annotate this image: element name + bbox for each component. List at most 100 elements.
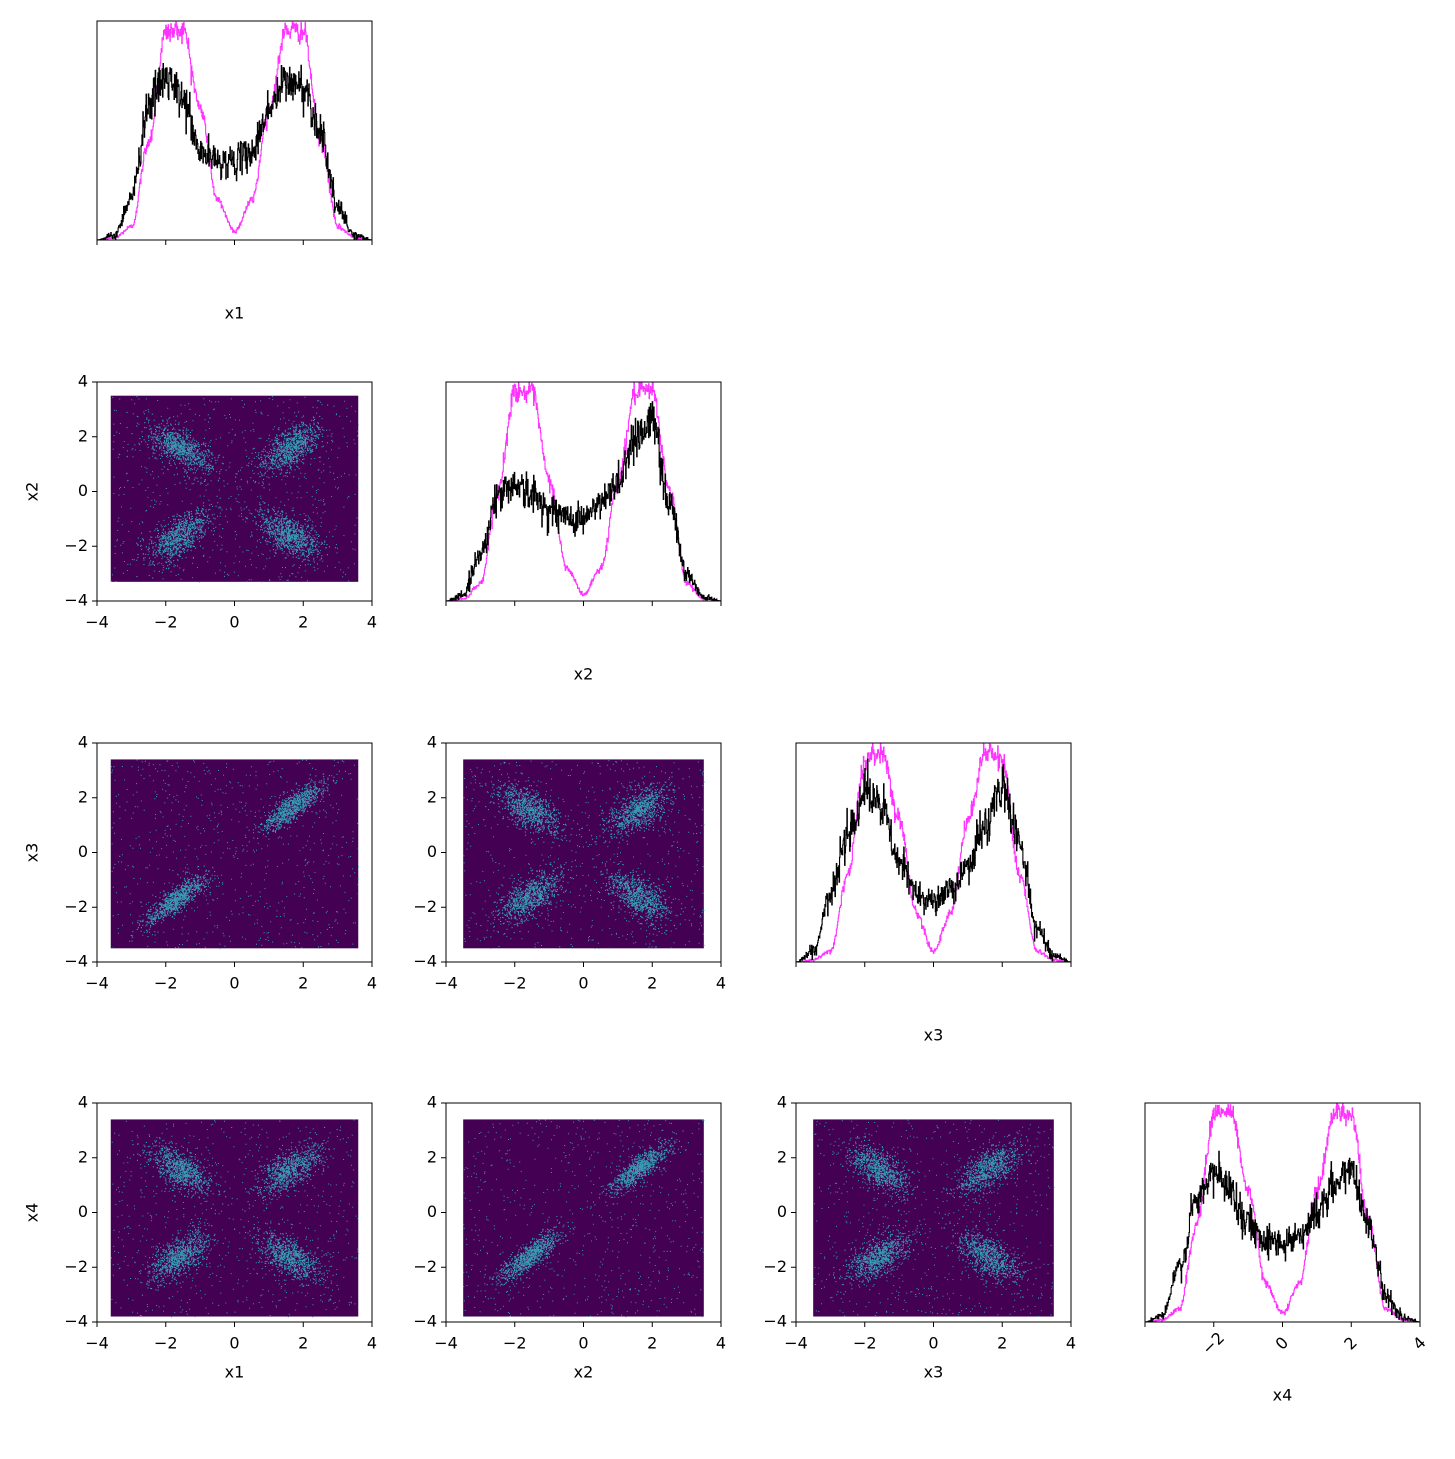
scatter-background [463,1119,704,1317]
scatter-x1-x2: −4 −2 0 2 4 −4 −2 0 2 4 x2 [23,372,378,632]
x-tick-label: −2 [154,613,178,632]
y-tick-label: −4 [413,952,437,971]
x-tick-label: 2 [298,974,308,993]
y-tick-label: 4 [427,1093,437,1112]
scatter-points [463,760,705,950]
x-tick-label: −4 [434,1334,458,1353]
histogram-x1-series-black [97,63,372,240]
x-tick-label: −4 [85,974,109,993]
scatter-background [813,1119,1054,1317]
axis-label-x3: x3 [924,1026,944,1045]
scatter-background [110,1119,359,1317]
scatter-points [463,1119,705,1318]
axis-label-x4: x4 [23,1203,42,1223]
histogram-x4-frame [1144,1102,1421,1323]
x-tick-label: 2 [647,974,657,993]
scatter-x2-x3: −4 −2 0 2 4 −4 −2 0 2 4 [413,733,726,993]
y-tick-label: 0 [427,1202,437,1221]
x-tick-label: 0 [928,1334,938,1353]
histogram-x1-series-magenta [97,21,372,240]
y-tick-label: −2 [763,1257,787,1276]
histogram-x4-series-magenta [1145,1103,1420,1322]
x-tick-label: −4 [85,613,109,632]
y-tick-label: 0 [78,1202,88,1221]
scatter-x1-x3: −4 −2 0 2 4 −4 −2 0 2 4 x3 [23,733,378,993]
tick-label: 0 [1271,1333,1292,1354]
y-tick-label: −2 [64,1257,88,1276]
x-tick-label: 4 [367,974,377,993]
x-tick-label: −4 [434,974,458,993]
axis-label-x3: x3 [23,843,42,863]
scatter-background [110,759,359,949]
x-tick-label: 2 [647,1334,657,1353]
histogram-x3-series-black [796,758,1071,962]
histogram-x2: x2 [445,381,722,684]
histogram-x3: x3 [795,742,1072,1045]
histogram-x2-series-black [446,401,721,601]
scatter-background [463,759,704,949]
scatter-x2-x4: −4 −2 0 2 4 −4 −2 0 2 4 x2 [413,1093,726,1382]
y-tick-label: −4 [413,1312,437,1331]
axis-label-x3: x3 [924,1363,944,1382]
y-tick-label: 0 [78,481,88,500]
y-tick-label: 4 [427,733,437,752]
x-tick-label: 4 [716,1334,726,1353]
y-tick-label: 0 [777,1202,787,1221]
y-tick-label: 4 [78,372,88,391]
y-tick-label: 2 [78,787,88,806]
x-tick-label: 0 [229,1334,239,1353]
y-tick-label: 2 [427,1147,437,1166]
y-tick-label: 4 [777,1093,787,1112]
x-tick-label: −2 [503,974,527,993]
histogram-x1: x1 [96,20,373,323]
scatter-points [110,396,360,583]
y-tick-label: −4 [64,591,88,610]
y-tick-label: 4 [78,1093,88,1112]
x-tick-label: 4 [367,613,377,632]
axis-label-x2: x2 [574,665,594,684]
x-tick-label: 4 [1066,1334,1076,1353]
x-tick-label: 4 [716,974,726,993]
axis-label-x4: x4 [1273,1386,1293,1405]
x-tick-label: −2 [154,974,178,993]
x-tick-label: −2 [853,1334,877,1353]
y-tick-label: −2 [413,897,437,916]
x-tick-label: −2 [503,1334,527,1353]
x-tick-label: −4 [784,1334,808,1353]
axis-label-x1: x1 [225,1363,245,1382]
y-tick-label: 4 [78,733,88,752]
histogram-x1-frame [96,20,373,241]
y-tick-label: −4 [763,1312,787,1331]
x-tick-label: 0 [229,974,239,993]
y-tick-label: −2 [64,897,88,916]
x-tick-label: 0 [578,1334,588,1353]
x-tick-label: 0 [229,613,239,632]
histogram-x4-series-black [1145,1150,1420,1322]
axis-label-x1: x1 [225,304,245,323]
histogram-x3-series-magenta [796,743,1071,962]
x-tick-label: 2 [298,1334,308,1353]
x-tick-label: −4 [85,1334,109,1353]
axis-label-x2: x2 [574,1363,594,1382]
y-tick-label: 0 [78,842,88,861]
scatter-x1-x4: −4 −2 0 2 4 −4 −2 0 2 4 x4 x1 [23,1093,378,1382]
scatter-points [813,1119,1055,1317]
y-tick-label: 0 [427,842,437,861]
axis-label-x2: x2 [23,482,42,502]
scatter-x3-x4: −4 −2 0 2 4 −4 −2 0 2 4 x3 [763,1093,1076,1382]
y-tick-label: −4 [64,952,88,971]
y-tick-label: −2 [413,1257,437,1276]
x-tick-label: −2 [154,1334,178,1353]
histogram-x4: −2 0 2 4 x4 [1144,1102,1430,1405]
x-tick-label: 0 [578,974,588,993]
y-tick-label: 2 [78,1147,88,1166]
tick-label: −2 [1198,1328,1228,1358]
histogram-x2-frame [445,381,722,602]
y-tick-label: 2 [427,787,437,806]
y-tick-label: −2 [64,536,88,555]
tick-label: 2 [1340,1333,1361,1354]
tick-label: 4 [1409,1333,1430,1354]
y-tick-label: 2 [777,1147,787,1166]
